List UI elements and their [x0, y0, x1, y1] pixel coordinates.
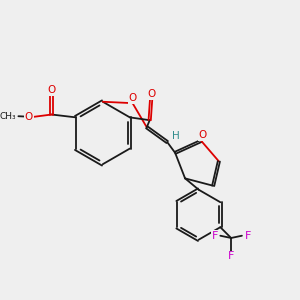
Text: O: O: [199, 130, 207, 140]
Text: O: O: [129, 93, 137, 103]
Text: O: O: [47, 85, 56, 95]
Text: O: O: [147, 89, 155, 99]
Text: CH₃: CH₃: [0, 112, 16, 121]
Text: O: O: [25, 112, 33, 122]
Text: F: F: [244, 231, 251, 241]
Text: F: F: [212, 231, 218, 241]
Text: F: F: [228, 251, 234, 261]
Text: H: H: [172, 131, 180, 141]
